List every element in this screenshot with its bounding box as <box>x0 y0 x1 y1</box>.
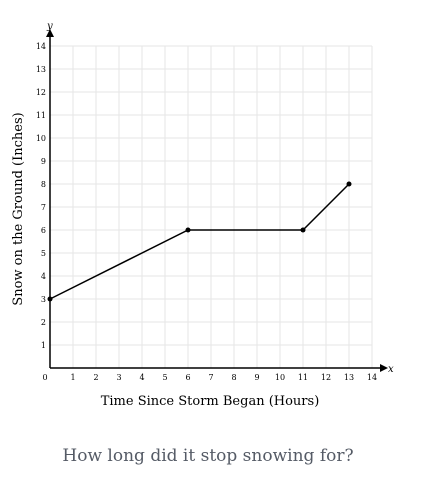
data-point <box>47 296 53 302</box>
y-tick-label: 1 <box>41 341 46 350</box>
y-tick-label: 9 <box>41 157 46 166</box>
x-tick-label: 1 <box>70 373 75 382</box>
data-point <box>185 227 191 233</box>
x-tick-label: 13 <box>344 373 354 382</box>
x-tick-label: 12 <box>321 373 331 382</box>
grid-lines <box>50 45 373 368</box>
y-tick-label: 4 <box>41 272 46 281</box>
y-tick-label: 10 <box>36 134 46 143</box>
y-tick-label: 2 <box>41 318 46 327</box>
x-tick-label: 3 <box>116 373 121 382</box>
y-tick-label: 8 <box>41 180 46 189</box>
x-tick-label: 9 <box>254 373 259 382</box>
x-tick-label: 14 <box>367 373 377 382</box>
x-tick-label: 6 <box>185 373 190 382</box>
y-tick-label: 6 <box>41 226 46 235</box>
y-tick-label: 11 <box>36 111 46 120</box>
y-tick-label: 3 <box>41 295 46 304</box>
y-tick-label: 5 <box>41 249 46 258</box>
x-axis-arrow <box>380 364 388 372</box>
x-tick-label: 2 <box>93 373 98 382</box>
y-axis-letter: y <box>46 21 53 32</box>
x-axis-letter: x <box>388 364 394 375</box>
data-point <box>300 227 306 233</box>
x-tick-label: 4 <box>139 373 144 382</box>
x-tick-label: 7 <box>208 373 213 382</box>
y-tick-label: 7 <box>41 203 46 212</box>
data-series <box>47 181 352 302</box>
x-axis-title: Time Since Storm Began (Hours) <box>101 394 320 409</box>
series-line <box>49 183 350 300</box>
question-text: How long did it stop snowing for? <box>62 446 354 466</box>
y-tick-label: 14 <box>36 42 46 51</box>
x-tick-label: 5 <box>162 373 167 382</box>
x-tick-label: 8 <box>231 373 236 382</box>
x-tick-label: 0 <box>42 373 47 382</box>
y-tick-label: 12 <box>36 88 46 97</box>
line-chart: 0 1 2 3 4 5 6 7 8 9 10 11 12 13 141234567891011121314 … <box>11 21 394 409</box>
y-axis-arrow <box>46 29 54 37</box>
axes <box>46 29 388 372</box>
x-tick-label: 11 <box>298 373 308 382</box>
y-axis-title: Snow on the Ground (Inches) <box>11 112 26 305</box>
y-tick-label: 13 <box>36 65 46 74</box>
data-point <box>346 181 352 187</box>
x-tick-label: 10 <box>275 373 285 382</box>
